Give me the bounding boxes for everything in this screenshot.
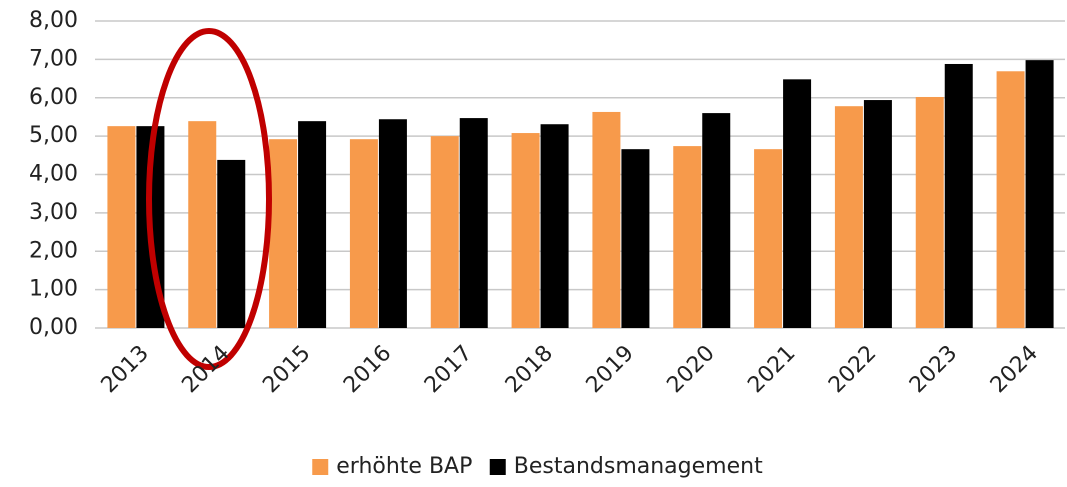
bar <box>915 96 944 328</box>
x-tick-label: 2018 <box>501 341 558 398</box>
bar <box>430 136 459 328</box>
bar <box>349 139 378 328</box>
bar <box>107 126 136 329</box>
legend-swatch <box>489 459 506 475</box>
bar <box>834 106 863 328</box>
bar <box>783 79 812 328</box>
x-tick-label: 2016 <box>339 341 396 398</box>
y-tick-label: 8,00 <box>29 8 78 33</box>
highlight-ellipse <box>146 28 272 370</box>
bar <box>996 71 1025 329</box>
bar <box>754 149 783 328</box>
x-tick-label: 2020 <box>662 341 719 398</box>
x-tick-label: 2021 <box>743 341 800 398</box>
legend-swatch <box>312 459 329 475</box>
x-tick-label: 2024 <box>986 341 1043 398</box>
legend-label: Bestandsmanagement <box>514 454 763 479</box>
bar <box>621 149 650 328</box>
x-tick-label: 2017 <box>420 341 477 398</box>
x-tick-label: 2014 <box>177 341 234 398</box>
bar <box>511 133 540 328</box>
bar <box>702 113 731 328</box>
bar <box>944 63 973 328</box>
x-tick-label: 2019 <box>582 341 639 398</box>
bar <box>217 159 246 328</box>
legend-label: erhöhte BAP <box>336 454 472 479</box>
y-tick-label: 0,00 <box>29 315 78 340</box>
bar <box>188 121 217 328</box>
x-tick-label: 2022 <box>824 341 881 398</box>
x-tick-label: 2013 <box>97 341 154 398</box>
y-tick-label: 6,00 <box>29 85 78 110</box>
bar <box>1025 60 1054 329</box>
x-tick-label: 2023 <box>905 341 962 398</box>
x-tick-label: 2015 <box>258 341 315 398</box>
bar <box>459 118 488 329</box>
bar <box>298 121 327 328</box>
bar <box>863 100 892 329</box>
y-tick-label: 4,00 <box>29 162 78 187</box>
bar <box>269 139 298 328</box>
y-tick-label: 2,00 <box>29 238 78 263</box>
y-tick-label: 5,00 <box>29 123 78 148</box>
bar <box>378 119 407 329</box>
y-tick-label: 7,00 <box>29 46 78 71</box>
bar <box>592 111 621 328</box>
y-tick-label: 1,00 <box>29 277 78 302</box>
y-tick-label: 3,00 <box>29 200 78 225</box>
bar <box>540 124 569 328</box>
bar <box>673 146 702 328</box>
